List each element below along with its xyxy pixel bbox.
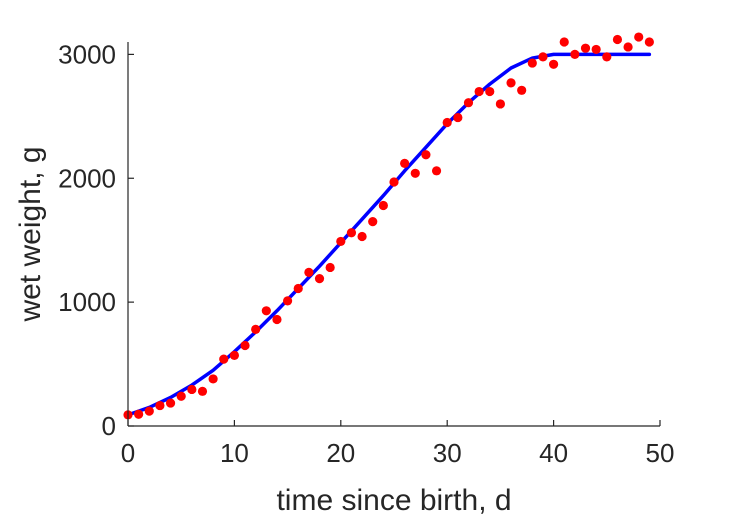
data-point xyxy=(197,386,208,396)
data-point xyxy=(187,384,197,395)
data-point xyxy=(559,37,569,47)
data-point xyxy=(261,306,271,316)
data-point xyxy=(410,168,420,178)
data-point xyxy=(208,374,218,384)
data-point xyxy=(442,117,452,128)
data-point xyxy=(378,200,388,211)
data-point xyxy=(538,52,548,62)
data-point xyxy=(623,42,633,52)
data-point xyxy=(219,354,229,364)
data-point xyxy=(527,58,537,68)
data-point xyxy=(165,398,176,408)
data-point xyxy=(612,34,623,45)
data-point xyxy=(474,86,484,97)
data-point xyxy=(176,391,186,401)
data-point xyxy=(134,409,144,419)
data-point xyxy=(368,217,378,227)
data-point xyxy=(602,52,612,62)
data-point xyxy=(495,99,505,109)
data-point xyxy=(325,262,335,273)
data-point xyxy=(485,86,495,97)
x-tick-label: 20 xyxy=(326,438,355,468)
data-point xyxy=(421,150,431,160)
y-tick-label: 1000 xyxy=(58,287,116,317)
data-point xyxy=(431,166,442,176)
data-point xyxy=(463,98,474,108)
data-point xyxy=(293,283,303,294)
data-point xyxy=(346,228,357,238)
y-tick-label: 0 xyxy=(102,411,116,441)
x-tick-label: 0 xyxy=(121,438,135,468)
chart-marks xyxy=(123,32,654,420)
data-point xyxy=(400,158,410,168)
x-tick-label: 50 xyxy=(646,438,675,468)
data-point xyxy=(336,236,346,247)
data-point xyxy=(549,59,559,69)
x-tick-label: 40 xyxy=(539,438,568,468)
data-point xyxy=(144,406,154,416)
data-point xyxy=(506,78,516,88)
fit-curve-line xyxy=(126,52,652,417)
x-tick-label: 10 xyxy=(220,438,249,468)
data-point xyxy=(229,350,239,360)
data-point xyxy=(453,112,463,123)
data-point xyxy=(634,32,644,42)
y-tick-label: 2000 xyxy=(58,163,116,193)
y-axis-label: wet weight, g xyxy=(14,146,47,322)
data-point xyxy=(240,340,250,351)
chart-ticks: 0 10 20 30 40 50 0 1000 2000 3000 xyxy=(58,39,674,468)
data-point xyxy=(283,296,293,306)
chart-axes xyxy=(127,42,660,427)
data-point xyxy=(389,177,399,187)
data-point xyxy=(357,231,367,242)
data-point xyxy=(314,273,325,284)
data-point xyxy=(591,44,601,55)
data-point xyxy=(644,37,654,47)
data-point xyxy=(272,314,282,325)
x-axis-label: time since birth, d xyxy=(276,484,511,517)
y-tick-label: 3000 xyxy=(58,39,116,69)
data-point xyxy=(580,43,591,53)
x-tick-label: 30 xyxy=(433,438,462,468)
data-point xyxy=(570,49,580,59)
data-point xyxy=(517,85,527,95)
data-point xyxy=(155,400,165,411)
data-point xyxy=(251,324,261,334)
data-point xyxy=(304,267,314,277)
